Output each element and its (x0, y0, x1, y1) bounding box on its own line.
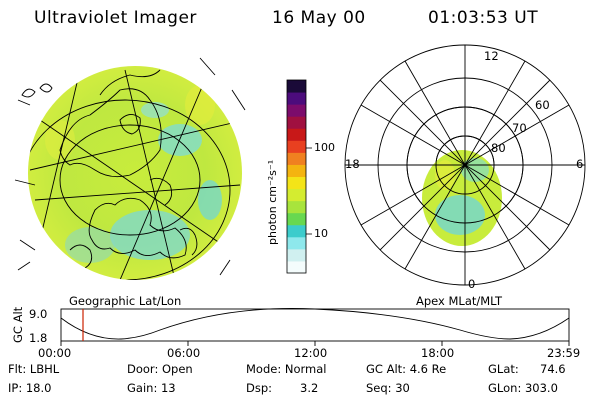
colorbar-segment (287, 212, 306, 226)
xtick-0600: 06:00 (167, 346, 200, 360)
colorbar-segment (287, 92, 306, 105)
colorbar-segment (287, 224, 306, 238)
mlt-label-0: 0 (468, 277, 475, 291)
colorbar-title: photon cm⁻²s⁻¹ (266, 159, 279, 245)
xtick-2359: 23:59 (547, 346, 580, 360)
geographic-image (14, 57, 246, 280)
colorbar-segment (287, 116, 306, 129)
ytick-max: 9.0 (29, 307, 47, 321)
timeline-ylabel: GC Alt (11, 306, 25, 343)
colorbar-tick-100: 100 (314, 141, 335, 154)
mlt-label-6: 6 (576, 157, 583, 171)
colorbar-segment (287, 104, 306, 117)
colorbar-segment (287, 140, 306, 153)
colorbar-segment (287, 80, 306, 93)
polar-plot (344, 44, 586, 286)
info-door: Door: Open (127, 362, 193, 376)
info-flt: Flt: LBHL (8, 362, 60, 376)
colorbar-segment (287, 164, 306, 177)
lat-label-80: 80 (491, 141, 506, 155)
colorbar-tick-10: 10 (314, 227, 328, 240)
info-dsp-value: 3.2 (300, 381, 319, 395)
mlt-label-12: 12 (484, 49, 499, 63)
xtick-1200: 12:00 (294, 346, 327, 360)
info-glat-label: GLat: (488, 362, 519, 376)
colorbar-segment (287, 188, 306, 202)
xtick-0000: 00:00 (38, 346, 71, 360)
mlt-label-18: 18 (345, 157, 360, 171)
altitude-curve (60, 308, 570, 340)
date-label: 16 May 00 (272, 8, 366, 28)
lat-label-60: 60 (535, 98, 550, 112)
info-ip: IP: 18.0 (8, 381, 52, 395)
colorbar (287, 80, 306, 274)
info-gain: Gain: 13 (127, 381, 176, 395)
colorbar-segment (287, 128, 306, 141)
info-glat-value: 74.6 (540, 362, 566, 376)
colorbar-segment (287, 236, 306, 250)
info-glon: GLon: 303.0 (488, 381, 558, 395)
lat-label-70: 70 (512, 121, 527, 135)
ytick-min: 1.8 (29, 331, 47, 345)
colorbar-segment (287, 260, 306, 274)
xtick-1800: 18:00 (421, 346, 454, 360)
colorbar-frame (286, 79, 307, 274)
time-label: 01:03:53 UT (428, 8, 539, 28)
info-dsp-label: Dsp: (246, 381, 273, 395)
app-title: Ultraviolet Imager (34, 8, 197, 28)
info-mode: Mode: Normal (246, 362, 327, 376)
altitude-timeline (60, 308, 570, 346)
colorbar-segment (287, 200, 306, 214)
info-seq: Seq: 30 (366, 381, 410, 395)
colorbar-segment (287, 152, 306, 165)
left-panel-label: Geographic Lat/Lon (69, 294, 181, 308)
colorbar-segment (287, 176, 306, 190)
info-gc-alt: GC Alt: 4.6 Re (366, 362, 447, 376)
right-panel-label: Apex MLat/MLT (416, 294, 503, 308)
colorbar-segment (287, 248, 306, 262)
